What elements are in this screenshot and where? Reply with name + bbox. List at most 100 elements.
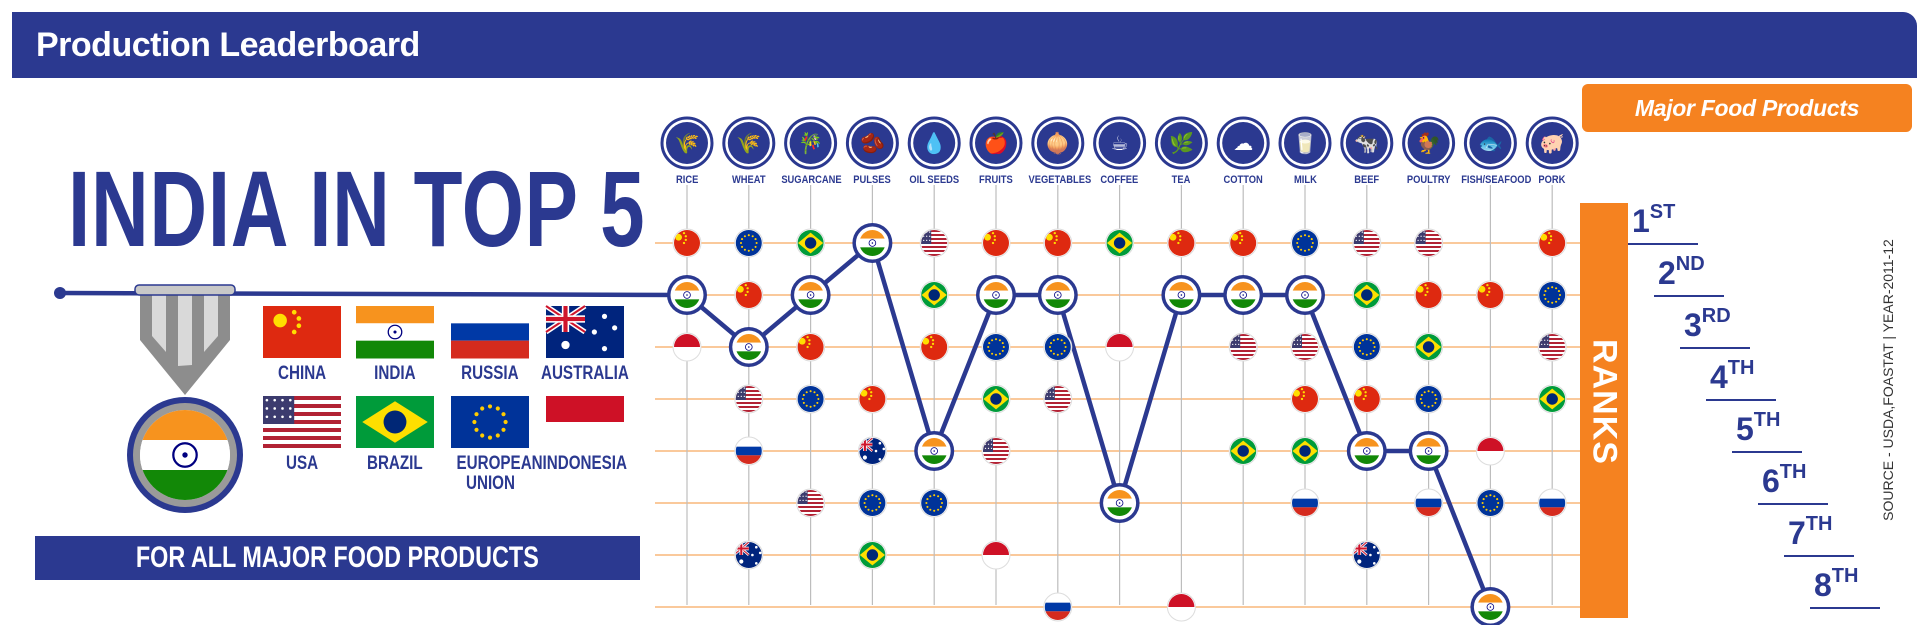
- oil-seeds-icon: 💧: [907, 116, 961, 170]
- marker-china: [1352, 384, 1382, 414]
- legend-flag-indonesia: [546, 396, 624, 448]
- marker-usa: [796, 488, 826, 518]
- marker-india: [728, 327, 769, 367]
- marker-australia: [857, 436, 887, 466]
- page-title: Production Leaderboard: [36, 26, 420, 64]
- category-label: OIL SEEDS: [909, 174, 960, 186]
- marker-russia: [734, 436, 764, 466]
- marker-russia: [1537, 488, 1567, 518]
- svg-text:🌿: 🌿: [1169, 131, 1194, 155]
- legend-label-australia: AUSTRALIA: [541, 363, 629, 384]
- marker-eu: [1475, 488, 1505, 518]
- category-label: TEA: [1172, 174, 1191, 186]
- milk-icon: 🥛: [1278, 116, 1332, 170]
- marker-china: [1290, 384, 1320, 414]
- marker-india: [1223, 275, 1264, 315]
- cotton-icon: ☁: [1216, 116, 1270, 170]
- marker-china: [1475, 280, 1505, 310]
- svg-text:💧: 💧: [922, 131, 947, 155]
- marker-india: [1408, 431, 1449, 471]
- legend-label-china: CHINA: [277, 363, 327, 384]
- svg-text:🫘: 🫘: [860, 131, 885, 155]
- legend-flag-russia: [451, 306, 529, 359]
- rank-underline: [1628, 243, 1698, 245]
- legend-label-indonesia: INDONESIA: [542, 453, 628, 474]
- header-bar: Production Leaderboard: [12, 12, 1917, 78]
- fish-icon: 🐟: [1463, 116, 1517, 170]
- rank-underline: [1810, 607, 1880, 609]
- marker-india: [1099, 483, 1140, 523]
- svg-text:🌾: 🌾: [736, 131, 761, 155]
- marker-eu: [1290, 228, 1320, 258]
- rank-underline: [1732, 451, 1802, 453]
- svg-text:🧅: 🧅: [1045, 131, 1070, 155]
- rank-underline: [1706, 399, 1776, 401]
- coffee-icon: ☕: [1093, 116, 1147, 170]
- legend-label-india: INDIA: [374, 363, 416, 384]
- marker-india: [667, 275, 707, 315]
- svg-text:🐟: 🐟: [1478, 131, 1503, 155]
- svg-text:🍎: 🍎: [984, 131, 1009, 155]
- marker-brazil: [857, 540, 887, 570]
- svg-text:🎋: 🎋: [798, 131, 823, 155]
- svg-text:🌾: 🌾: [675, 131, 700, 155]
- legend-flag-china: [263, 306, 341, 358]
- rank-label: 2ND: [1658, 253, 1705, 291]
- marker-china: [1228, 228, 1258, 258]
- rank-label: 8TH: [1814, 565, 1859, 603]
- marker-india: [852, 223, 893, 263]
- marker-brazil: [1290, 436, 1320, 466]
- marker-usa: [1352, 228, 1382, 258]
- category-label: POULTRY: [1406, 174, 1451, 186]
- marker-indonesia: [1166, 592, 1196, 622]
- headline: INDIA IN TOP 5: [68, 148, 646, 269]
- category-label: COFFEE: [1100, 174, 1139, 186]
- svg-text:🥛: 🥛: [1293, 131, 1318, 155]
- marker-brazil: [1105, 228, 1135, 258]
- marker-australia: [1352, 540, 1382, 570]
- rank-underline: [1680, 347, 1750, 349]
- marker-india: [1346, 431, 1387, 471]
- marker-china: [981, 228, 1011, 258]
- legend-title-badge: Major Food Products: [1582, 84, 1912, 132]
- marker-eu: [919, 488, 949, 518]
- category-label: FRUITS: [979, 174, 1013, 186]
- marker-india: [790, 275, 831, 315]
- rank-markers: [667, 223, 1567, 625]
- legend-label-russia: RUSSIA: [461, 363, 519, 384]
- wheat-icon: 🌾: [722, 116, 776, 170]
- marker-indonesia: [981, 540, 1011, 570]
- marker-china: [919, 332, 949, 362]
- rank-label: 3RD: [1684, 305, 1731, 343]
- category-label: BEEF: [1354, 174, 1380, 186]
- rank-underline: [1758, 503, 1828, 505]
- svg-text:🐓: 🐓: [1416, 131, 1441, 155]
- ranks-axis-bar: [1580, 203, 1628, 618]
- marker-eu: [796, 384, 826, 414]
- country-legend-flags: [263, 303, 624, 448]
- marker-brazil: [1414, 332, 1444, 362]
- category-label: WHEAT: [731, 174, 766, 186]
- rank-underline: [1654, 295, 1724, 297]
- legend-label-usa: USA: [285, 453, 319, 474]
- category-label: SUGARCANE: [780, 174, 842, 186]
- category-label: RICE: [675, 174, 699, 186]
- marker-brazil: [1352, 280, 1382, 310]
- poultry-icon: 🐓: [1402, 116, 1456, 170]
- legend-flag-australia: [544, 303, 624, 358]
- marker-eu: [1537, 280, 1567, 310]
- category-label: COTTON: [1223, 174, 1263, 186]
- rank-underline: [1784, 555, 1854, 557]
- marker-india: [976, 275, 1016, 315]
- legend-label-eu: EUROPEAN UNION: [456, 453, 543, 494]
- marker-eu: [1043, 332, 1073, 362]
- rank-label: 7TH: [1788, 513, 1833, 551]
- marker-australia: [734, 540, 764, 570]
- legend-flag-brazil: [356, 396, 434, 448]
- rice-icon: 🌾: [660, 116, 714, 170]
- marker-usa: [1043, 384, 1073, 414]
- marker-eu: [1414, 384, 1444, 414]
- category-label: MILK: [1293, 174, 1317, 186]
- marker-eu: [981, 332, 1011, 362]
- pork-icon: 🐖: [1525, 116, 1579, 170]
